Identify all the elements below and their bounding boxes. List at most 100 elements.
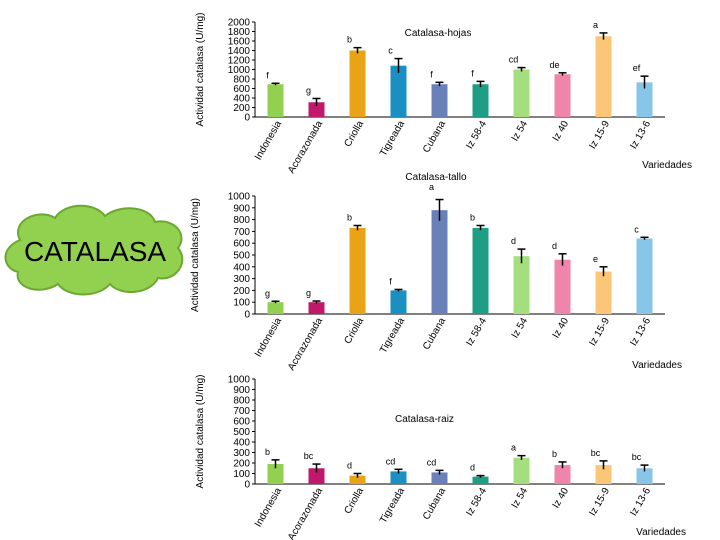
chart2-y-tick-label: 0: [244, 310, 250, 321]
chart2-category-label: Indonesia: [253, 316, 284, 359]
chart3-y-tick-label: 1000: [228, 375, 251, 386]
chart1-significance-letter: f: [266, 70, 269, 80]
chart3-bar: [349, 475, 366, 484]
chart1-significance-letter: f: [430, 69, 433, 79]
chart2-bar: [308, 302, 325, 314]
chart1-bar: [349, 50, 366, 117]
chart2-significance-letter: c: [634, 224, 639, 234]
chart2-category-label: Cubana: [421, 316, 448, 352]
chart2-y-axis-label: Actividad catalasa (U/mg): [190, 198, 201, 312]
chart1-category-label: Tigreada: [378, 119, 407, 159]
chart3-category-label: Criolla: [342, 486, 366, 516]
chart1-significance-letter: g: [306, 85, 311, 95]
chart1-category-label: Acorazonada: [286, 119, 325, 176]
chart2-y-tick-label: 600: [233, 239, 250, 250]
chart2-bar: [513, 256, 530, 314]
chart2-significance-letter: b: [347, 213, 352, 223]
chart1-y-tick-label: 1000: [228, 65, 251, 76]
chart2-y-tick-label: 400: [233, 262, 250, 273]
chart2-significance-letter: b: [470, 213, 475, 223]
chart1-bar: [595, 36, 612, 117]
chart2-significance-letter: e: [593, 254, 598, 264]
chart1-category-label: Iz 54: [510, 119, 531, 144]
chart2-bar: [390, 290, 407, 314]
chart2-y-tick-label: 200: [233, 286, 250, 297]
chart3-significance-letter: b: [265, 447, 270, 457]
chart1-bar: [636, 82, 653, 117]
chart2-y-tick-label: 500: [233, 251, 250, 262]
chart2-y-tick-label: 700: [233, 227, 250, 238]
chart3-category-label: Iz 40: [551, 486, 572, 511]
chart2-category-label: Iz 13-6: [628, 316, 653, 348]
chart3-category-label: Acorazonada: [286, 486, 325, 540]
chart1-y-tick-label: 1400: [228, 46, 251, 57]
chart3-bar: [472, 476, 489, 484]
chart1-significance-letter: de: [549, 60, 559, 70]
chart1-significance-letter: a: [593, 20, 598, 30]
chart2-category-label: Iz 40: [551, 316, 572, 341]
chart2-category-label: Iz 54: [510, 316, 531, 341]
chart2-y-tick-label: 100: [233, 298, 250, 309]
chart1-bar: [554, 74, 571, 117]
chart1-category-label: Criolla: [342, 119, 366, 149]
chart2-y-tick-label: 800: [233, 215, 250, 226]
chart2-x-axis-label: Variedades: [632, 360, 682, 371]
chart1-significance-letter: f: [471, 68, 474, 78]
chart2-significance-letter: d: [552, 241, 557, 251]
chart1-significance-letter: b: [347, 35, 352, 45]
chart3-category-label: Iz 54: [510, 486, 531, 511]
chart2-category-label: Tigreada: [378, 316, 407, 356]
chart1-title: Catalasa-hojas: [405, 28, 472, 39]
chart3-category-label: Iz 13-6: [628, 486, 653, 518]
chart1-bar: [267, 84, 284, 117]
chart3-significance-letter: bc: [591, 448, 601, 458]
chart3-category-label: Tigreada: [378, 486, 407, 526]
chart1-y-tick-label: 200: [233, 103, 250, 114]
chart3-y-tick-label: 200: [233, 459, 250, 470]
chart2-significance-letter: f: [389, 276, 392, 286]
chart3-significance-letter: d: [470, 463, 475, 473]
chart2-significance-letter: g: [265, 288, 270, 298]
chart2-category-label: Acorazonada: [286, 316, 325, 373]
chart1-category-label: Iz 40: [551, 119, 572, 144]
chart3-y-tick-label: 300: [233, 448, 250, 459]
chart2-bar: [431, 210, 448, 314]
chart3-bar: [513, 457, 530, 484]
chart1-y-tick-label: 2000: [228, 18, 251, 29]
chart2-bar: [636, 238, 653, 314]
catalasa-badge: CATALASA: [0, 200, 190, 300]
chart1-category-label: Iz 13-6: [628, 119, 653, 151]
chart3-significance-letter: cd: [427, 457, 437, 467]
chart3-y-tick-label: 500: [233, 427, 250, 438]
chart1-y-tick-label: 800: [233, 75, 250, 86]
chart3-bar: [308, 468, 325, 484]
chart1-bar: [472, 84, 489, 117]
chart3-category-label: Cubana: [421, 486, 448, 522]
chart3-title: Catalasa-raiz: [395, 414, 454, 425]
chart3-bar: [431, 472, 448, 484]
chart2-bar: [472, 227, 489, 314]
chart1-significance-letter: ef: [633, 63, 641, 73]
chart3-category-label: Iz 58-4: [464, 486, 489, 518]
chart3-category-label: Iz 15-9: [587, 486, 612, 518]
chart2-y-tick-label: 300: [233, 274, 250, 285]
chart3-bar: [554, 465, 571, 484]
chart2-y-tick-label: 900: [233, 203, 250, 214]
chart1-y-tick-label: 1200: [228, 56, 251, 67]
chart1-category-label: Iz 58-4: [464, 119, 489, 151]
chart3-significance-letter: b: [552, 449, 557, 459]
chart1-significance-letter: c: [388, 46, 393, 56]
chart3-significance-letter: bc: [304, 451, 314, 461]
chart1-significance-letter: cd: [509, 55, 519, 65]
chart2-significance-letter: g: [306, 288, 311, 298]
chart3-significance-letter: bc: [632, 452, 642, 462]
chart3-category-label: Indonesia: [253, 486, 284, 529]
chart1-bar: [308, 102, 325, 117]
chart2-title: Catalasa-tallo: [405, 172, 467, 183]
chart3-bar: [636, 468, 653, 484]
chart2-significance-letter: d: [511, 236, 516, 246]
chart1-y-tick-label: 0: [244, 113, 250, 124]
chart3-y-tick-label: 700: [233, 406, 250, 417]
chart1-bar: [513, 69, 530, 117]
